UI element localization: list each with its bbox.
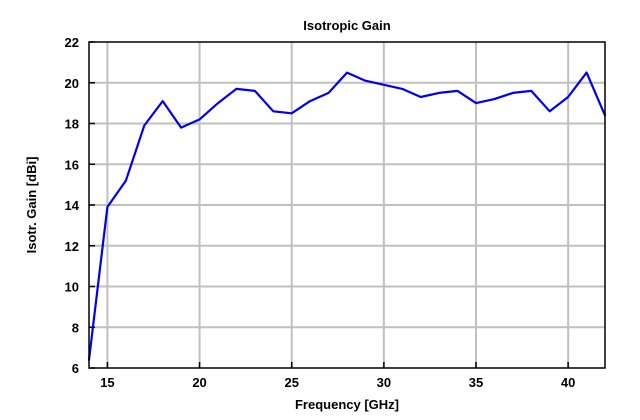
- y-tick-label: 8: [72, 320, 79, 335]
- series-layer: [87, 71, 607, 361]
- chart-title: Isotropic Gain: [303, 18, 390, 33]
- x-tick-label: 35: [469, 375, 483, 390]
- x-tick-label: 40: [561, 375, 575, 390]
- x-tick-label: 20: [192, 375, 206, 390]
- y-tick-label: 18: [65, 117, 79, 132]
- y-tick-label: 6: [72, 361, 79, 376]
- x-axis-label: Frequency [GHz]: [295, 397, 399, 412]
- y-tick-label: 20: [65, 76, 79, 91]
- y-tick-label: 12: [65, 239, 79, 254]
- y-tick-label: 10: [65, 280, 79, 295]
- y-axis-label: Isotr. Gain [dBi]: [24, 157, 39, 254]
- axis-ticks: 15 20 25 30 35 40 6 8 10 12 14 16 18 20 22: [65, 35, 576, 390]
- series-line: [87, 71, 607, 361]
- y-tick-label: 14: [65, 198, 80, 213]
- y-tick-label: 22: [65, 35, 79, 50]
- y-tick-label: 16: [65, 157, 79, 172]
- x-tick-label: 25: [284, 375, 298, 390]
- plot-frame: [88, 41, 606, 369]
- x-tick-label: 15: [100, 375, 114, 390]
- x-tick-label: 30: [377, 375, 391, 390]
